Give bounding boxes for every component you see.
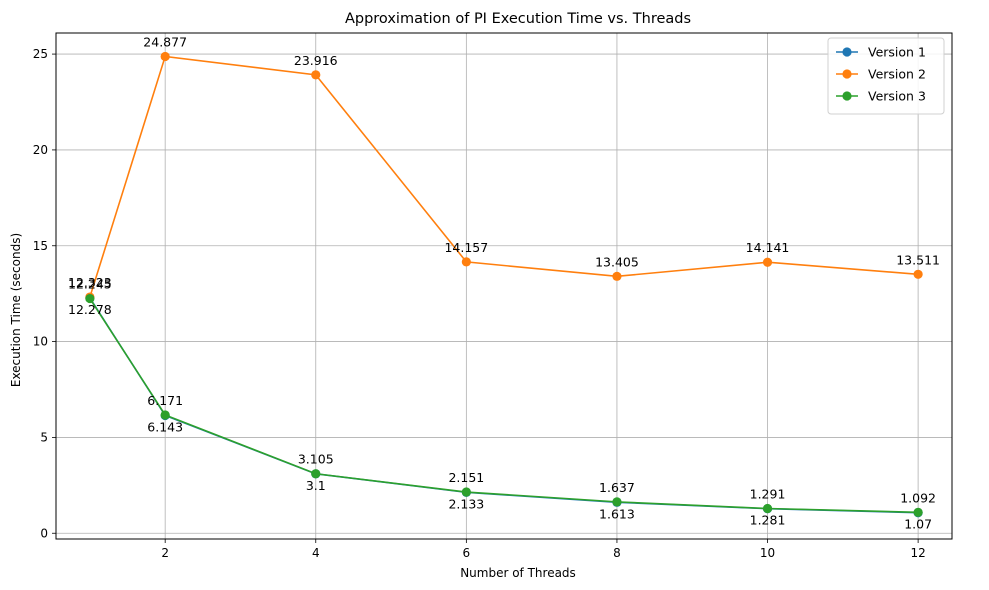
version-1-data-label: 12.278 (68, 302, 112, 317)
version-2-data-label: 13.405 (595, 254, 639, 269)
version-1-data-label: 3.1 (306, 478, 326, 493)
version-1-line (89, 297, 919, 514)
y-tick-label: 10 (33, 335, 48, 349)
version-2-line (89, 55, 919, 298)
version-3-point (160, 410, 170, 420)
y-tick-label: 0 (40, 526, 48, 540)
version-3-data-label: 12.245 (68, 277, 112, 292)
version-2-data-label: 14.157 (444, 240, 488, 255)
version-3-data-label: 3.105 (298, 452, 334, 467)
version-1-data-label: 1.281 (750, 513, 786, 528)
version-1-data-label: 1.07 (904, 517, 932, 532)
version-2-point (913, 269, 923, 279)
y-tick-label: 15 (33, 239, 48, 253)
legend-label: Version 1 (868, 45, 926, 60)
version-3-data-label: 1.291 (750, 487, 786, 502)
legend-label: Version 2 (868, 67, 926, 82)
x-axis-label: Number of Threads (460, 566, 576, 580)
legend-label: Version 3 (868, 89, 926, 104)
version-1-data-label: 1.613 (599, 506, 635, 521)
version-1-data-label: 2.133 (448, 496, 484, 511)
legend-marker (842, 91, 852, 101)
version-3-point (461, 487, 471, 497)
legend: Version 1 Version 2 Version 3 (827, 37, 945, 115)
version-3-line (89, 298, 919, 514)
x-tick-label: 6 (463, 546, 471, 560)
data-labels: 12.278 6.143 3.1 2.133 1.613 1.281 1.07 12.323 2… (68, 34, 940, 531)
x-tick-label: 10 (760, 546, 775, 560)
version-3-data-label: 1.092 (900, 490, 936, 505)
version-3-point (612, 497, 622, 507)
version-2-data-label: 12.323 (68, 275, 112, 290)
y-axis-label: Execution Time (seconds) (9, 233, 23, 387)
version-2-point (311, 70, 321, 80)
legend-marker (842, 47, 852, 57)
version-2-data-label: 23.916 (294, 53, 338, 68)
x-tick-label: 8 (613, 546, 621, 560)
version-2-data-label: 14.141 (746, 240, 790, 255)
version-2-data-label: 24.877 (143, 34, 187, 49)
version-3-data-label: 1.637 (599, 480, 635, 495)
y-tick-label: 25 (33, 47, 48, 61)
version-1-data-label: 6.143 (147, 420, 183, 435)
version-2-data-label: 13.511 (896, 252, 940, 267)
version-2-point (762, 257, 773, 267)
version-3-point (762, 503, 773, 514)
x-tick-label: 12 (910, 546, 925, 560)
chart-title: Approximation of PI Execution Time vs. T… (345, 11, 691, 27)
series-layer (85, 51, 923, 518)
plot-frame (55, 32, 953, 540)
y-tick-label: 5 (40, 430, 48, 444)
grid (56, 33, 952, 539)
x-tick-label: 2 (161, 546, 169, 560)
version-2-point (160, 51, 170, 62)
version-3-data-label: 6.171 (147, 393, 183, 408)
version-3-point (311, 469, 321, 479)
legend-marker (842, 69, 852, 79)
y-tick-label: 20 (33, 143, 48, 157)
version-3-point (913, 507, 923, 517)
axis-ticks: 2 4 6 8 10 12 0 5 10 15 20 25 (33, 47, 926, 560)
version-3-point (85, 293, 95, 304)
x-tick-label: 4 (312, 546, 320, 560)
version-2-point (461, 257, 471, 267)
version-3-data-label: 2.151 (448, 470, 484, 485)
legend-box (827, 37, 945, 115)
version-2-point (612, 271, 622, 281)
